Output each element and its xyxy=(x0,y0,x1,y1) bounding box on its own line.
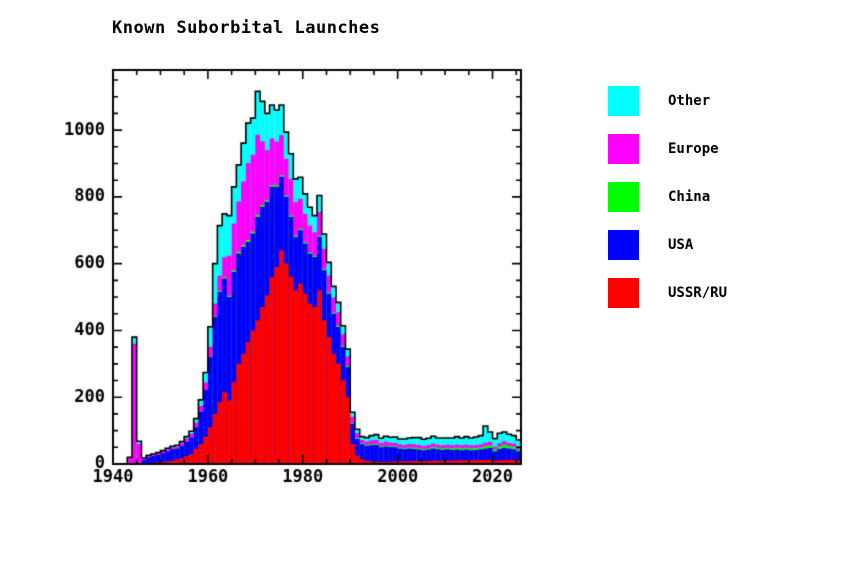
chart-legend: Other Europe China USA USSR/RU xyxy=(608,86,838,326)
legend-label-usa: USA xyxy=(668,237,694,253)
legend-item-china: China xyxy=(608,182,838,230)
legend-swatch-europe xyxy=(608,134,639,164)
legend-label-china: China xyxy=(668,189,711,205)
legend-item-usa: USA xyxy=(608,230,838,278)
legend-swatch-usa xyxy=(608,230,639,260)
legend-label-ussr-ru: USSR/RU xyxy=(668,285,728,301)
legend-item-europe: Europe xyxy=(608,134,838,182)
legend-swatch-ussr-ru xyxy=(608,278,639,308)
legend-swatch-other xyxy=(608,86,639,116)
legend-label-europe: Europe xyxy=(668,141,719,157)
legend-label-other: Other xyxy=(668,93,711,109)
legend-item-ussr-ru: USSR/RU xyxy=(608,278,838,326)
legend-item-other: Other xyxy=(608,86,838,134)
legend-swatch-china xyxy=(608,182,639,212)
